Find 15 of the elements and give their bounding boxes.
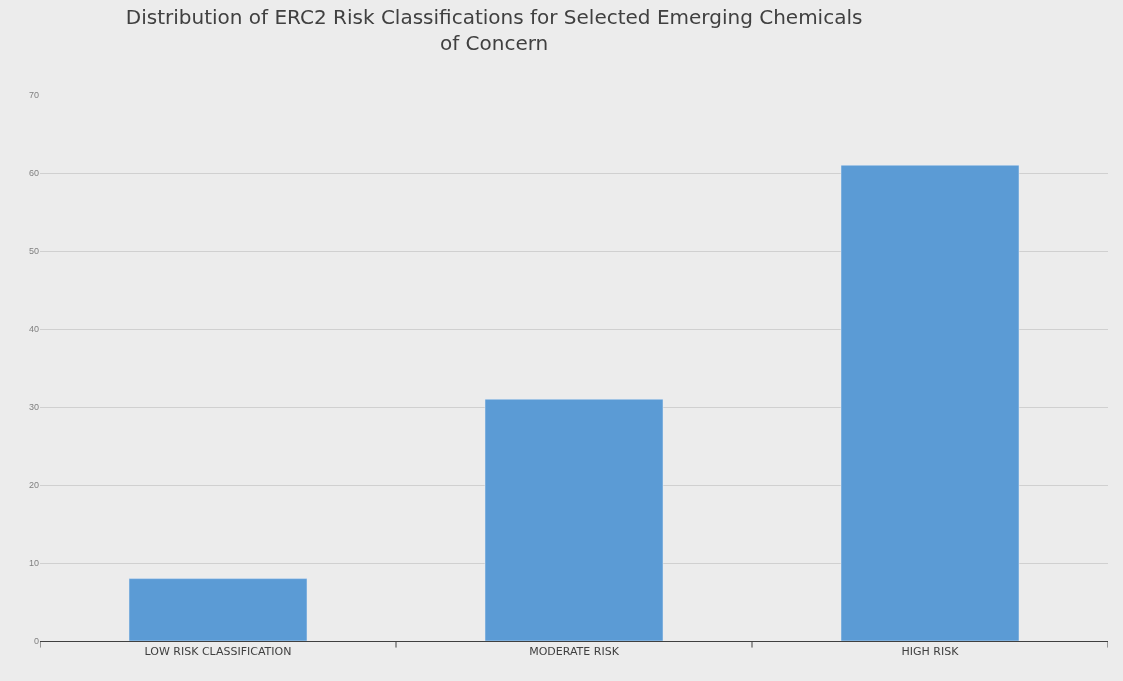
y-tick-label: 30 bbox=[28, 402, 39, 413]
bar bbox=[484, 398, 664, 641]
x-tick-label: MODERATE RISK bbox=[529, 645, 620, 659]
y-tick-label: 70 bbox=[28, 90, 39, 101]
y-tick-label: 20 bbox=[28, 480, 39, 491]
bar bbox=[840, 164, 1020, 641]
y-tick-label: 60 bbox=[28, 168, 39, 179]
y-tick-label: 0 bbox=[33, 636, 39, 647]
chart-title: Distribution of ERC2 Risk Classifications for Selected Emerging Chemicals of Concern bbox=[125, 5, 863, 55]
x-tick-label: LOW RISK CLASSIFICATION bbox=[144, 645, 292, 659]
y-tick-label: 10 bbox=[28, 558, 39, 569]
x-tick-label: HIGH RISK bbox=[901, 645, 960, 659]
y-tick-label: 50 bbox=[28, 246, 39, 257]
bar bbox=[128, 578, 308, 641]
y-tick-label: 40 bbox=[28, 324, 39, 335]
